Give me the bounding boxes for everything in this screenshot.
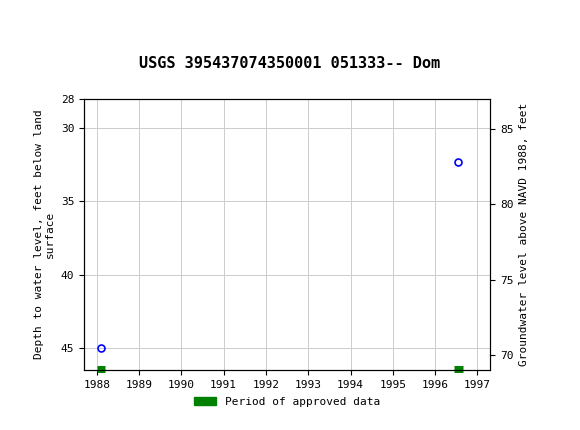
- Y-axis label: Depth to water level, feet below land
surface: Depth to water level, feet below land su…: [34, 110, 55, 359]
- Text: USGS 395437074350001 051333-- Dom: USGS 395437074350001 051333-- Dom: [139, 56, 441, 71]
- Legend: Period of approved data: Period of approved data: [190, 393, 385, 412]
- Y-axis label: Groundwater level above NAVD 1988, feet: Groundwater level above NAVD 1988, feet: [519, 103, 529, 366]
- Text: USGS: USGS: [41, 9, 104, 28]
